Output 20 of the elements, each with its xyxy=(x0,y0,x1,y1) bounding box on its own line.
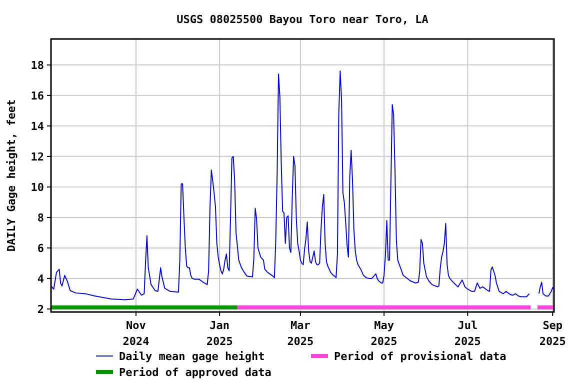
y-tick-label: 10 xyxy=(30,180,44,194)
x-tick-label: Jan 2025 xyxy=(206,319,233,348)
y-tick-label: 14 xyxy=(30,120,44,133)
legend-label: Period of provisional data xyxy=(334,350,506,363)
legend-label: Period of approved data xyxy=(119,366,272,379)
x-tick-label: Sep 2025 xyxy=(539,319,566,348)
legend-label: Daily mean gage height xyxy=(119,350,265,363)
y-tick-label: 16 xyxy=(30,89,44,102)
y-tick-label: 12 xyxy=(30,150,44,164)
x-tick-label: Jul 2025 xyxy=(454,319,481,348)
x-tick-label: Nov 2024 xyxy=(122,319,150,348)
y-tick-label: 4 xyxy=(37,272,44,286)
y-axis-title: DAILY Gage height, feet xyxy=(5,99,18,252)
y-tick-label: 2 xyxy=(37,302,44,316)
x-tick-label: May 2025 xyxy=(370,319,398,348)
y-tick-label: 18 xyxy=(30,58,44,72)
x-tick-label: Mar 2025 xyxy=(287,319,314,348)
chart-title: USGS 08025500 Bayou Toro near Toro, LA xyxy=(176,13,429,26)
y-tick-label: 6 xyxy=(37,242,44,255)
y-tick-label: 8 xyxy=(37,211,44,224)
